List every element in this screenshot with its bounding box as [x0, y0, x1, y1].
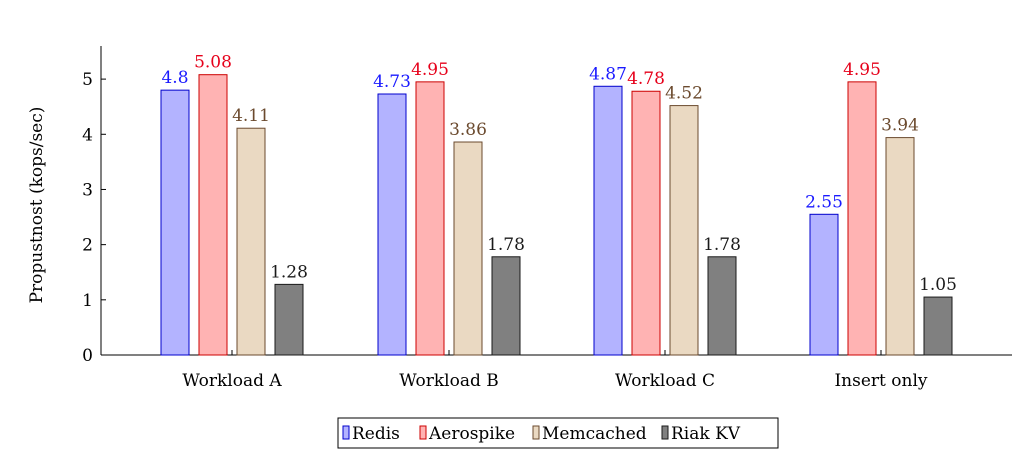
bar [923, 296, 953, 356]
data-label: 1.28 [270, 262, 308, 282]
data-label: 1.05 [919, 275, 957, 295]
y-tick-label: 1 [82, 291, 93, 311]
bar [236, 127, 266, 356]
data-label: 1.78 [703, 235, 741, 255]
y-axis-label: Propustnost (kops/sec) [27, 107, 47, 304]
data-label: 1.78 [487, 235, 525, 255]
x-tick-label: Workload A [182, 371, 282, 391]
legend-swatch [342, 425, 350, 440]
bar [160, 89, 190, 356]
legend-item-label: Memcached [542, 424, 647, 444]
y-tick-label: 2 [82, 236, 93, 256]
legend-item-label: Redis [352, 424, 400, 444]
bar [274, 283, 304, 356]
data-label: 2.55 [805, 192, 843, 212]
bar [885, 137, 915, 356]
data-label: 4.52 [665, 84, 703, 104]
data-label: 4.95 [843, 60, 881, 80]
legend-swatch [532, 425, 540, 440]
bar [631, 90, 661, 356]
data-label: 4.87 [589, 64, 627, 84]
bar [847, 81, 877, 356]
plot-area: 0 1 2 3 4 5 Workload A Workload B Workload C Inse… [82, 46, 1012, 391]
y-tick-label: 4 [82, 125, 93, 145]
x-tick-label: Workload B [399, 371, 499, 391]
bar [809, 213, 839, 356]
data-label: 4.11 [232, 106, 270, 126]
x-tick-label: Workload C [615, 371, 715, 391]
legend-swatch [661, 425, 669, 440]
data-label: 4.78 [627, 69, 665, 89]
legend-item-label: Riak KV [671, 424, 741, 444]
bar [377, 93, 407, 356]
bar [593, 85, 623, 356]
bar [415, 81, 445, 356]
bar [198, 74, 228, 356]
data-label: 4.95 [411, 60, 449, 80]
data-label: 3.94 [881, 116, 919, 136]
x-tick-label: Insert only [834, 371, 927, 391]
bar [707, 256, 737, 356]
data-label: 4.8 [161, 68, 188, 88]
legend-item-label: Aerospike [428, 424, 515, 444]
legend: Redis Aerospike Memcached Riak KV [337, 417, 779, 449]
data-label: 4.73 [373, 72, 411, 92]
y-tick-label: 0 [82, 346, 93, 366]
bar [669, 105, 699, 356]
bar [453, 141, 483, 356]
legend-box [337, 417, 779, 449]
legend-swatch [419, 425, 427, 440]
bar [491, 256, 521, 356]
data-label: 5.08 [194, 53, 232, 73]
data-label: 3.86 [449, 120, 487, 140]
y-tick-label: 5 [82, 70, 93, 90]
y-tick-label: 3 [82, 180, 93, 200]
